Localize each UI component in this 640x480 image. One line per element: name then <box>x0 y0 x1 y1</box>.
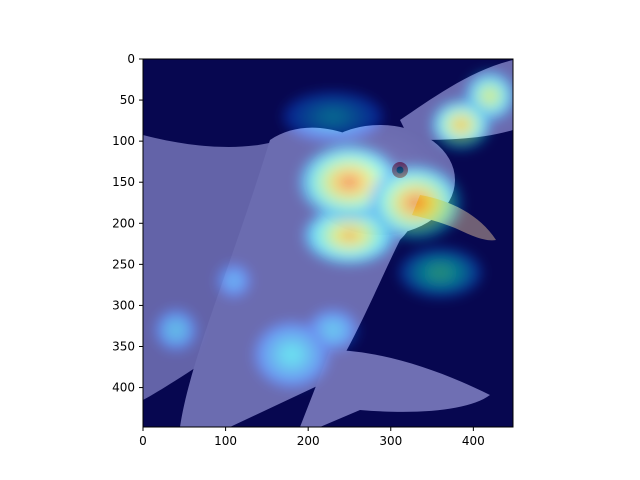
heatmap-overlay <box>143 59 513 427</box>
y-tick-label: 400 <box>112 381 135 395</box>
y-tick-label: 150 <box>112 175 135 189</box>
heatmap-cell <box>432 267 449 278</box>
x-tick-label: 200 <box>297 434 320 448</box>
heatmap-cell <box>230 277 238 285</box>
y-tick-label: 100 <box>112 134 135 148</box>
y-tick-label: 0 <box>127 52 135 66</box>
heatmap-cell <box>284 348 300 362</box>
x-tick-label: 100 <box>214 434 237 448</box>
y-tick-label: 300 <box>112 298 135 312</box>
heatmap-cell <box>328 325 338 335</box>
x-tick-label: 0 <box>139 434 147 448</box>
heatmap-cell <box>323 111 343 122</box>
axes-area <box>143 59 513 427</box>
heatmap-cell <box>171 325 181 335</box>
x-tick-label: 400 <box>462 434 485 448</box>
y-tick-label: 50 <box>120 93 135 107</box>
heatmap-cell <box>455 119 467 130</box>
heatmap-cell <box>406 195 425 211</box>
y-tick-label: 350 <box>112 340 135 354</box>
heatmap-cell <box>339 174 360 190</box>
axes-frame <box>142 58 514 428</box>
y-axis: 0 50 100 150 200 250 300 350 400 <box>112 52 143 395</box>
heatmap-cell <box>484 91 495 101</box>
y-tick-label: 250 <box>112 257 135 271</box>
x-tick-label: 300 <box>379 434 402 448</box>
heatmap-cell <box>340 229 359 242</box>
y-tick-label: 200 <box>112 216 135 230</box>
x-axis: 0 100 200 300 400 <box>139 427 485 448</box>
